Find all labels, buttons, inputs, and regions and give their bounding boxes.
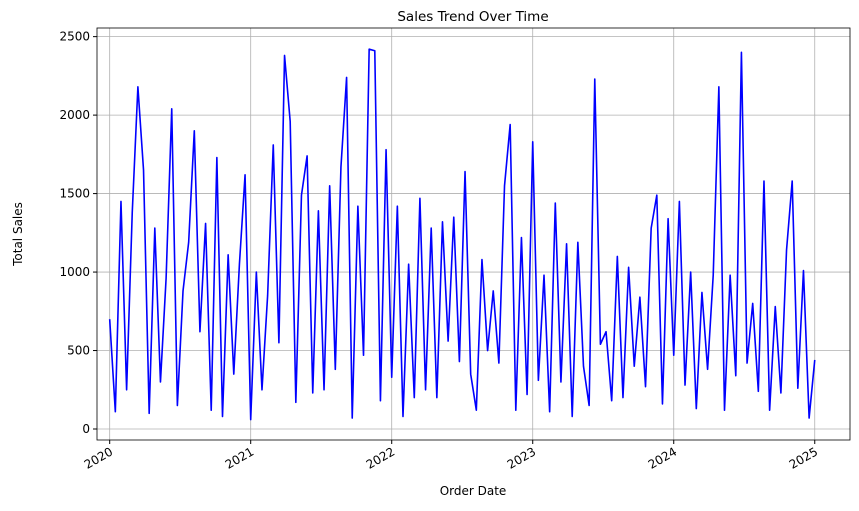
y-tick-label: 1000 xyxy=(59,265,90,279)
x-tick-label: 2023 xyxy=(505,444,538,471)
y-tick-label: 0 xyxy=(82,422,90,436)
y-tick-label: 1500 xyxy=(59,187,90,201)
y-tick-label: 500 xyxy=(67,344,90,358)
y-tick-label: 2000 xyxy=(59,108,90,122)
x-tick-label: 2025 xyxy=(787,444,820,471)
x-tick-label: 2022 xyxy=(364,444,397,471)
x-tick-label: 2021 xyxy=(223,444,256,471)
x-tick-label: 2020 xyxy=(82,444,115,471)
y-axis-label: Total Sales xyxy=(11,202,25,267)
line xyxy=(108,48,816,421)
chart-title: Sales Trend Over Time xyxy=(397,9,548,25)
y-tick-label: 2500 xyxy=(59,30,90,44)
x-axis-label: Order Date xyxy=(440,484,507,498)
x-tick-label: 2024 xyxy=(646,444,679,471)
plot-frame xyxy=(96,27,851,441)
